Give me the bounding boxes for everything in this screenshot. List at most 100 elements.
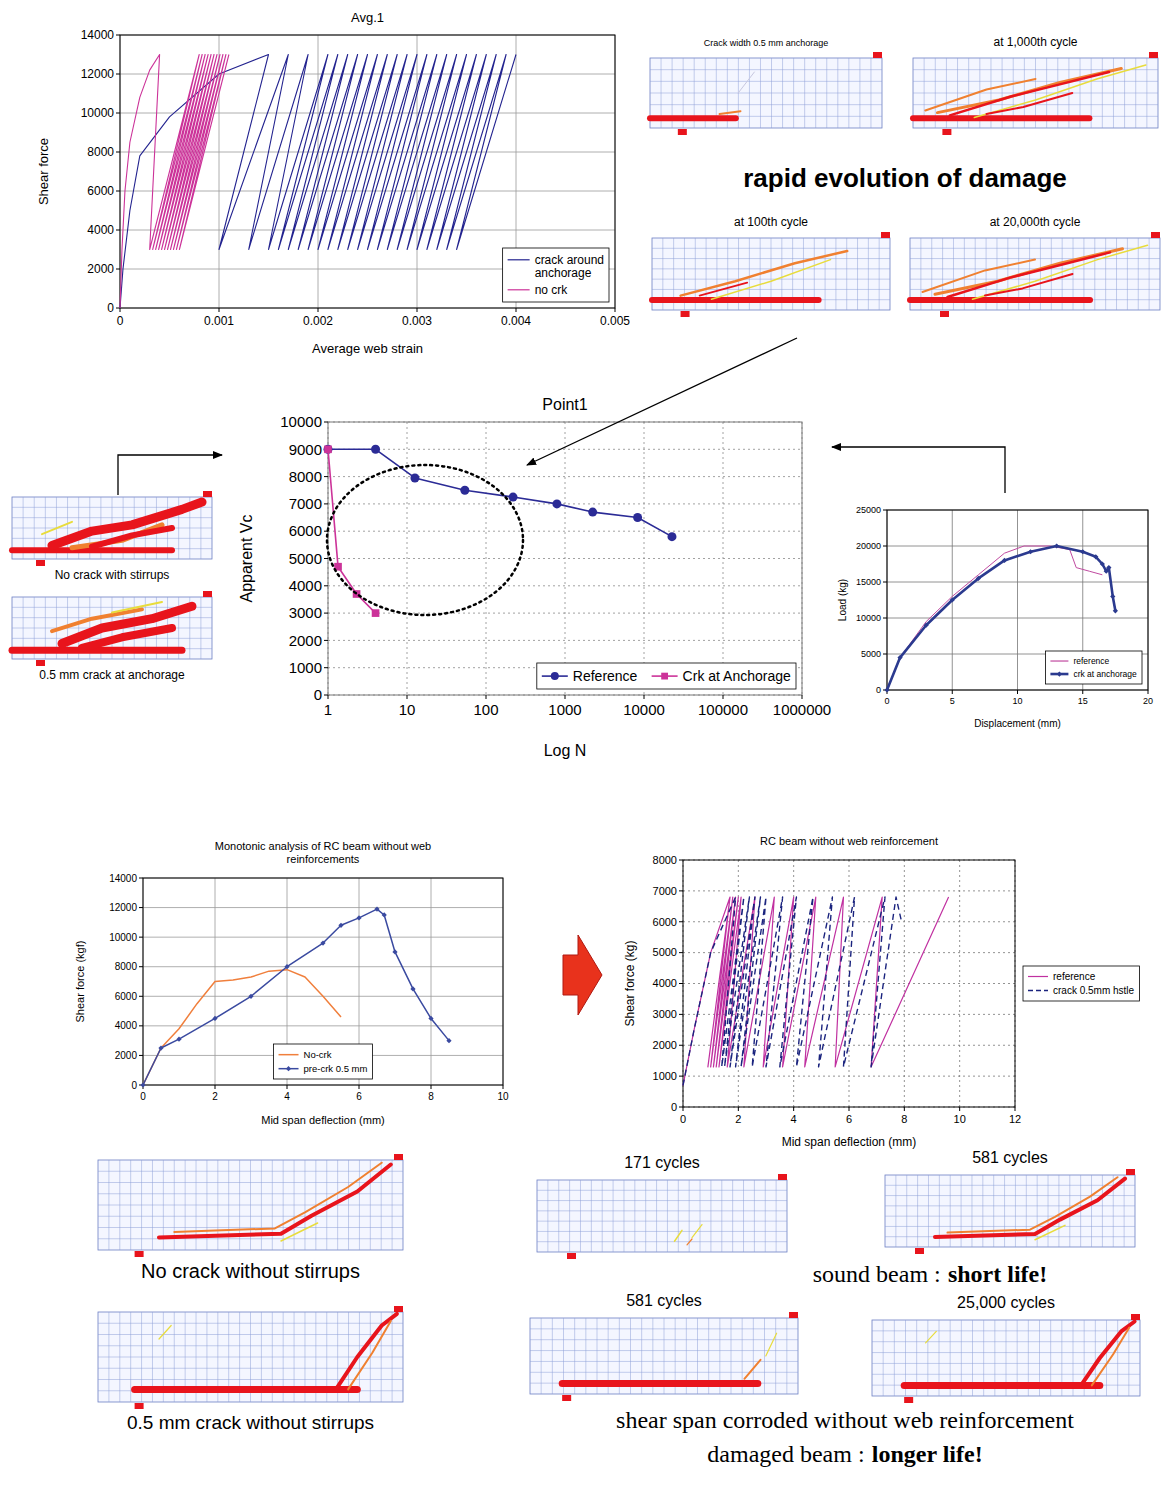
- tick: [139, 937, 143, 938]
- tick-label: 2000: [289, 632, 322, 649]
- axis-title: Shear force: [36, 138, 51, 205]
- mesh-line: [634, 1180, 635, 1252]
- tick-label: 6: [356, 1091, 362, 1102]
- mesh: 581 cycles: [530, 1292, 798, 1401]
- text-line: no crk: [535, 283, 569, 297]
- mesh-outline: [12, 497, 212, 559]
- tick: [417, 308, 418, 312]
- grid-line: [683, 1076, 1015, 1077]
- tick-label: 10000: [81, 106, 115, 120]
- mesh-line: [872, 1341, 1140, 1342]
- tick: [1082, 690, 1083, 694]
- mesh: at 20,000th cycle: [910, 215, 1160, 317]
- load-point: [394, 1154, 403, 1160]
- legend-entry: Crk at Anchorage: [652, 668, 791, 684]
- point: [338, 923, 343, 928]
- mesh-line: [917, 1175, 918, 1247]
- support: [36, 560, 45, 566]
- block-arrow: [563, 935, 602, 1015]
- grid-line: [1017, 510, 1018, 690]
- point: [392, 949, 397, 954]
- mesh-line: [885, 1226, 1135, 1227]
- crack: [974, 65, 1146, 118]
- tick: [139, 996, 143, 997]
- mesh-label: at 20,000th cycle: [990, 215, 1081, 229]
- point: [1100, 561, 1105, 566]
- mesh-line: [98, 1182, 403, 1183]
- tick-label: 5000: [861, 649, 881, 659]
- mesh-line: [537, 1221, 787, 1222]
- figure: 00.0010.0020.0030.0040.00502000400060008…: [0, 0, 1168, 1485]
- tick-label: 10: [399, 701, 416, 718]
- tick: [615, 308, 616, 312]
- chart-title: Point1: [542, 396, 587, 413]
- tick: [318, 308, 319, 312]
- crack: [985, 274, 1073, 296]
- crack: [348, 1321, 391, 1389]
- mesh-line: [1069, 1175, 1070, 1247]
- load-point: [203, 591, 212, 597]
- crack: [687, 1239, 692, 1245]
- tick: [139, 907, 143, 908]
- tick-label: 4000: [115, 1020, 138, 1031]
- crack: [910, 297, 1090, 303]
- legend-box: [1023, 966, 1140, 1001]
- load-point: [789, 1312, 798, 1318]
- crack: [42, 522, 72, 534]
- tick: [679, 860, 683, 861]
- crack: [52, 609, 142, 631]
- crack: [1081, 1322, 1135, 1386]
- crack: [562, 1380, 758, 1387]
- caption-text: damaged beam :: [707, 1441, 864, 1467]
- point: [1080, 549, 1085, 554]
- mesh-line: [1117, 1320, 1118, 1396]
- data-group: [120, 55, 516, 309]
- tick-label: 1000000: [773, 701, 831, 718]
- tick-label: 8000: [289, 468, 322, 485]
- crack: [720, 111, 741, 114]
- tick: [324, 640, 328, 641]
- crack: [948, 1177, 1118, 1232]
- crack: [681, 251, 848, 296]
- tick-label: 8: [901, 1113, 907, 1125]
- grid-line: [328, 476, 802, 477]
- legend-box: [274, 1044, 373, 1079]
- text-line: anchorage: [535, 266, 592, 280]
- mesh-line: [98, 1390, 403, 1391]
- series-line: [328, 449, 672, 536]
- grid-line: [887, 618, 1148, 619]
- legend-swatch: [1028, 976, 1048, 977]
- mesh-line: [547, 1180, 548, 1252]
- mesh-line: [928, 1175, 929, 1247]
- tick-label: 10: [497, 1091, 509, 1102]
- crack: [926, 1331, 937, 1342]
- mesh-line: [906, 1175, 907, 1247]
- mesh-line: [710, 1180, 711, 1252]
- highlight-ellipse: [327, 465, 523, 615]
- grid-line: [328, 585, 802, 586]
- tick: [139, 966, 143, 967]
- tick-label: 0.001: [204, 314, 234, 328]
- tick: [738, 1107, 739, 1111]
- mesh-label: 581 cycles: [626, 1292, 702, 1309]
- crack: [650, 115, 736, 121]
- legend-label: crk at anchorage: [1073, 669, 1137, 679]
- point: [410, 473, 419, 482]
- mesh-line: [537, 1231, 787, 1232]
- crack: [904, 1382, 1100, 1389]
- crack: [159, 1165, 391, 1238]
- tick-label: 7000: [289, 495, 322, 512]
- legend-label: crack aroundanchorage: [535, 253, 604, 280]
- chart-title: Avg.1: [351, 10, 384, 25]
- legend-entry: crack aroundanchorage: [508, 253, 604, 280]
- mesh-line: [913, 81, 1158, 82]
- tick: [565, 695, 566, 699]
- mesh-line: [879, 238, 880, 310]
- mesh-line: [1102, 1175, 1103, 1247]
- tick-label: 4000: [289, 577, 322, 594]
- mesh-line: [764, 1318, 765, 1394]
- mesh-line: [895, 1175, 896, 1247]
- tick-label: 0: [884, 696, 889, 706]
- crack: [925, 79, 1035, 111]
- tick: [324, 585, 328, 586]
